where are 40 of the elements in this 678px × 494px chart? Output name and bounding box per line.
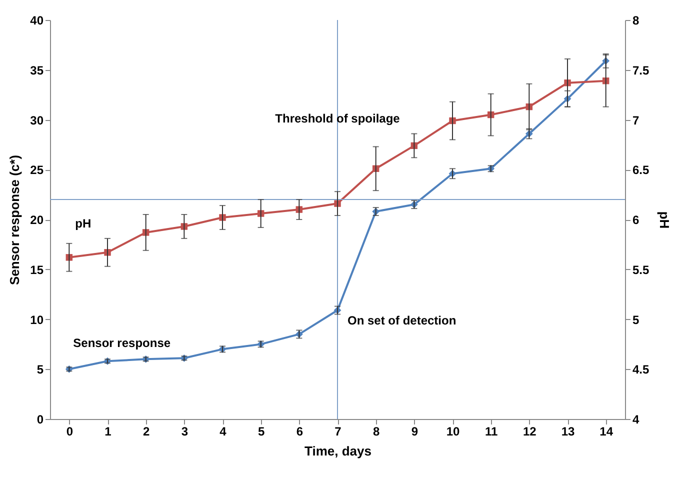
x-tick-label: 14 (600, 424, 614, 438)
x-tick-label: 1 (104, 424, 112, 438)
x-tick-label: 13 (561, 424, 575, 438)
annotation: On set of detection (348, 313, 456, 328)
x-tick-label: 5 (258, 424, 265, 438)
y-tick-label: 5 (36, 362, 44, 377)
y-tick-label: 15 (30, 262, 44, 277)
x-tick-label: 6 (296, 424, 304, 438)
y-tick-label: 10 (30, 312, 44, 327)
y2-tick-label: 7.5 (632, 63, 650, 78)
y2-tick-label: 7 (632, 113, 640, 128)
y2-tick-label: 6 (632, 213, 640, 227)
y-tick-label: 20 (30, 213, 44, 227)
y2-tick-label: 5 (632, 312, 640, 327)
x-tick-label: 0 (66, 424, 74, 438)
x-tick-label: 8 (372, 424, 380, 438)
annotation: Threshold of spoilage (275, 112, 400, 126)
x-tick-label: 2 (142, 424, 150, 438)
x-tick-label: 11 (484, 424, 498, 438)
x-tick-label: 4 (220, 424, 227, 438)
y-tick-label: 25 (30, 163, 44, 178)
y-tick-label: 0 (36, 412, 44, 426)
y2-tick-label: 6.5 (632, 163, 650, 178)
y2-axis-title: pH (657, 211, 672, 229)
series-label: Sensor response (73, 336, 171, 350)
series-label: pH (75, 216, 92, 230)
y-axis-title: Sensor response (c*) (7, 154, 22, 286)
y2-tick-label: 4.5 (632, 362, 650, 377)
x-axis-title: Time, days (304, 444, 372, 458)
y-tick-label: 40 (30, 14, 44, 28)
y-tick-label: 30 (30, 113, 44, 128)
y2-tick-label: 5.5 (632, 262, 650, 277)
y-tick-label: 35 (30, 63, 44, 78)
x-tick-label: 7 (334, 424, 342, 438)
x-tick-label: 3 (181, 424, 188, 438)
y2-tick-label: 4 (632, 412, 640, 426)
x-tick-label: 12 (522, 424, 537, 438)
x-tick-label: 9 (411, 424, 418, 438)
y2-tick-label: 8 (632, 14, 640, 28)
x-tick-label: 10 (446, 424, 460, 438)
